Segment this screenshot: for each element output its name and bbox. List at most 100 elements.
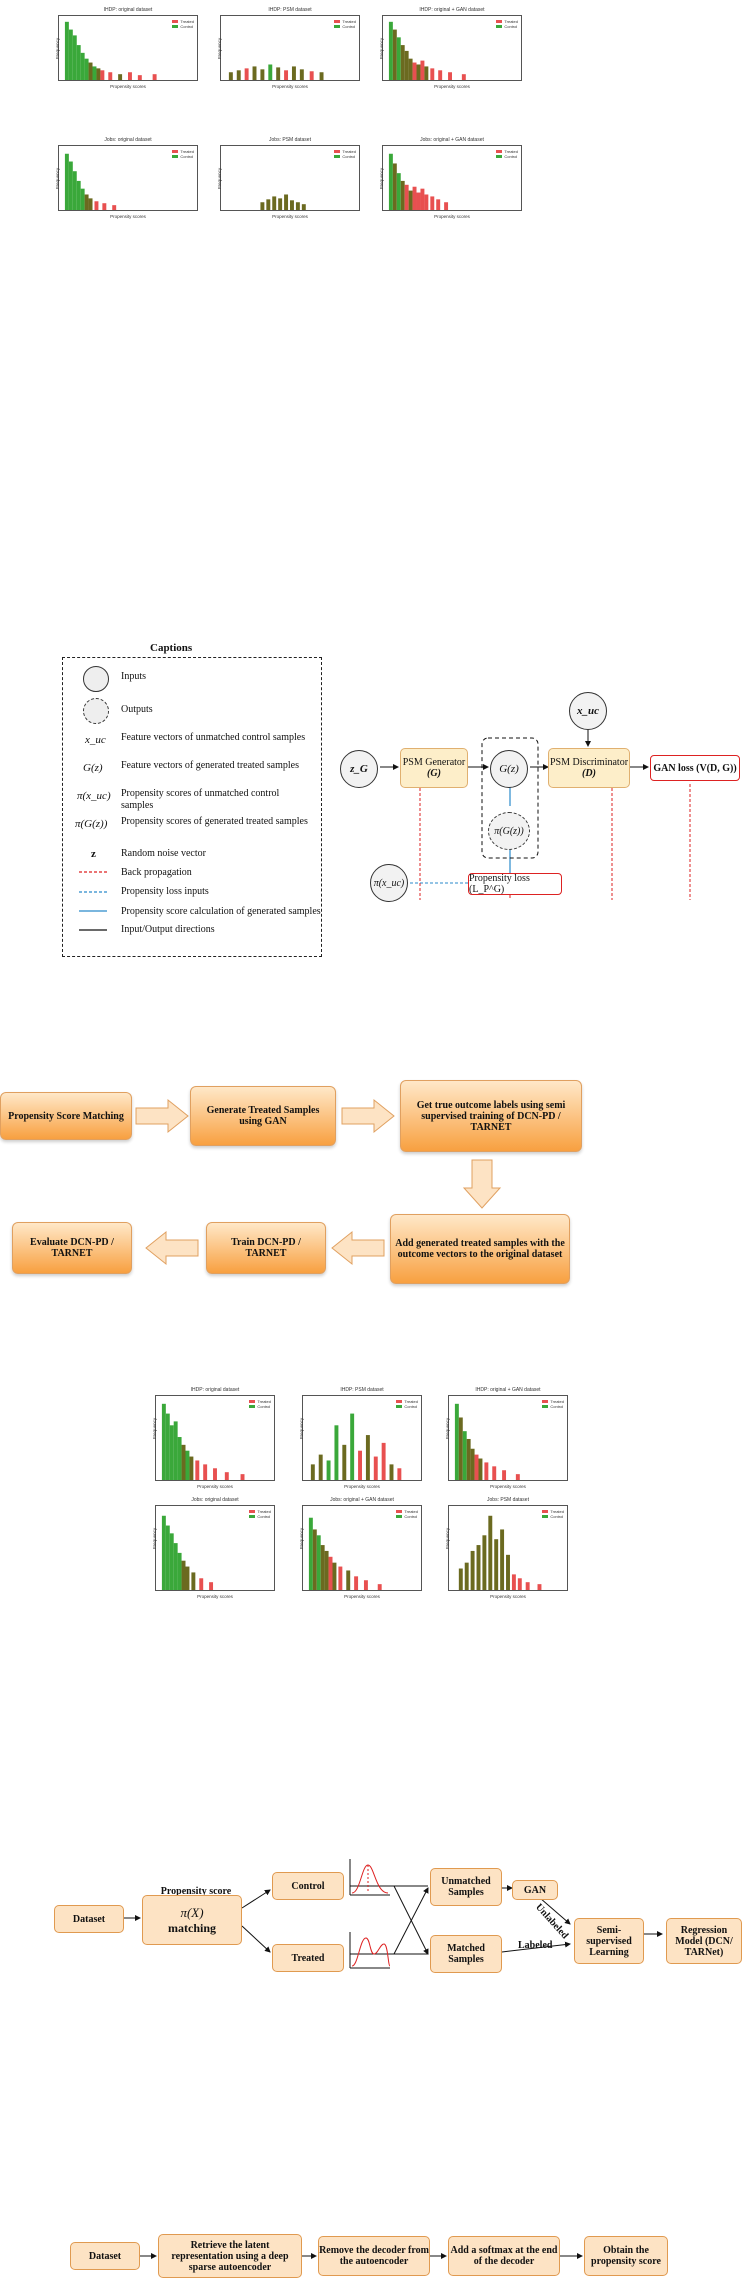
flow-step-gan: Generate Treated Samples using GAN xyxy=(190,1086,336,1146)
caption-text: Propensity scores of unmatched control s… xyxy=(121,788,280,811)
discriminator-symbol: (D) xyxy=(582,768,596,779)
caption-text: Input/Output directions xyxy=(121,924,215,935)
caption-text: Propensity score calculation of generate… xyxy=(121,906,321,917)
chart-title: IHDP: original + GAN dataset xyxy=(475,1387,541,1393)
caption-outputs: Outputs xyxy=(121,704,153,715)
histogram-bars xyxy=(308,1517,382,1590)
chart-legend: Treated Control xyxy=(249,1399,271,1409)
pipeline-control: Control xyxy=(272,1872,344,1900)
histogram-bars xyxy=(161,1515,214,1590)
xuc-node: x_uc xyxy=(569,692,607,730)
generator-symbol: (G) xyxy=(427,768,441,779)
captions-box: Inputs Outputs x_uc Feature vectors of u… xyxy=(62,657,322,957)
histogram-bars xyxy=(64,21,157,80)
hist-chart: IHDP: original + GAN dataset Frequency P… xyxy=(379,7,522,89)
flow-arrow-down-icon xyxy=(462,1159,502,1209)
hist-chart: Jobs: original + GAN dataset Frequency P… xyxy=(379,137,522,219)
pipeline-treated: Treated xyxy=(272,1944,344,1972)
histogram-bars xyxy=(388,153,449,210)
outputs-circle-icon xyxy=(83,698,109,724)
caption-text: Random noise vector xyxy=(121,848,206,859)
caption-text: Feature vectors of generated treated sam… xyxy=(121,760,299,771)
caption-text: Propensity scores of generated treated s… xyxy=(121,816,308,827)
histogram-bars xyxy=(260,194,306,210)
chart-title: IHDP: original + GAN dataset xyxy=(419,7,485,13)
caption-sym: x_uc xyxy=(85,734,106,746)
pipeline-regression: Regression Model (DCN/ TARNet) xyxy=(666,1918,742,1964)
x-axis-label: Propensity scores xyxy=(490,1484,526,1489)
flow-step-evaluate: Evaluate DCN-PD / TARNET xyxy=(12,1222,132,1274)
histogram-bars xyxy=(454,1403,520,1480)
flow-step-add-samples: Add generated treated samples with the o… xyxy=(390,1214,570,1284)
caption-text: Feature vectors of unmatched control sam… xyxy=(121,732,306,743)
pipeline-dataset: Dataset xyxy=(54,1905,124,1933)
pipeline-semi-supervised: Semi-supervised Learning xyxy=(574,1918,644,1964)
chart-title: IHDP: PSM dataset xyxy=(268,7,312,13)
flow-arrow-right-icon xyxy=(341,1098,395,1134)
hist-chart: Jobs: original dataset Frequency Propens… xyxy=(55,137,198,219)
control-distribution-icon xyxy=(349,1859,390,1896)
pipeline-gan: GAN xyxy=(512,1880,558,1900)
chart-legend: Treated Control xyxy=(172,19,194,29)
chart-legend: Treated Control xyxy=(542,1399,564,1409)
caption-text: Back propagation xyxy=(121,867,192,878)
ps-label: Propensity score xyxy=(160,1886,232,1897)
chart-legend: Treated Control xyxy=(334,149,356,159)
flow-step-semi-supervised: Get true outcome labels using semi super… xyxy=(400,1080,582,1152)
psm-generator-box: PSM Generator (G) xyxy=(400,748,468,788)
pipeline-connectors xyxy=(124,1885,663,1955)
gan-loss-box: GAN loss (V(D, G)) xyxy=(650,755,740,781)
gz-node: G(z) xyxy=(490,750,528,788)
ps-symbol: π(X) xyxy=(180,1904,204,1920)
encoder-dataset: Dataset xyxy=(70,2242,140,2270)
chart-legend: Treated Control xyxy=(249,1509,271,1519)
hist-chart: Jobs: original dataset Frequency Propens… xyxy=(152,1497,275,1599)
chart-legend: Treated Control xyxy=(496,149,518,159)
generator-label: PSM Generator xyxy=(402,757,466,768)
chart-title: Jobs: PSM dataset xyxy=(269,137,311,143)
x-axis-label: Propensity scores xyxy=(434,214,470,219)
chart-title: Jobs: original + GAN dataset xyxy=(420,137,484,143)
histogram-bars xyxy=(64,153,117,210)
chart-legend: Treated Control xyxy=(542,1509,564,1519)
hist-chart: Jobs: PSM dataset Frequency Propensity s… xyxy=(445,1497,568,1599)
x-axis-label: Propensity scores xyxy=(272,214,308,219)
encoder-add-softmax: Add a softmax at the end of the decoder xyxy=(448,2236,560,2276)
chart-legend: Treated Control xyxy=(396,1509,418,1519)
pipeline-matched: Matched Samples xyxy=(430,1935,502,1973)
x-axis-label: Propensity scores xyxy=(197,1594,233,1599)
hist-chart: IHDP: PSM dataset Frequency Propensity s… xyxy=(217,7,360,89)
zg-node: z_G xyxy=(340,750,378,788)
captions-title: Captions xyxy=(150,642,193,654)
encoder-obtain-ps: Obtain the propensity score xyxy=(584,2236,668,2276)
chart-title: IHDP: original dataset xyxy=(190,1387,240,1393)
histogram-bars xyxy=(458,1515,542,1590)
x-axis-label: Propensity scores xyxy=(434,84,470,89)
x-axis-label: Propensity scores xyxy=(344,1594,380,1599)
chart-title: Jobs: original + GAN dataset xyxy=(330,1497,394,1503)
pipeline-unmatched: Unmatched Samples xyxy=(430,1868,502,1906)
x-axis-label: Propensity scores xyxy=(110,84,146,89)
flow-arrow-right-icon xyxy=(135,1098,189,1134)
inputs-circle-icon xyxy=(83,666,109,692)
chart-title: Jobs: original dataset xyxy=(104,137,152,143)
matching-label: matching xyxy=(168,1920,216,1935)
treated-distribution-icon xyxy=(349,1932,391,1969)
chart-legend: Treated Control xyxy=(334,19,356,29)
discriminator-label: PSM Discriminator xyxy=(549,757,629,768)
x-axis-label: Propensity scores xyxy=(272,84,308,89)
chart-title: IHDP: original dataset xyxy=(103,7,153,13)
hist-chart: IHDP: original dataset Frequency Propens… xyxy=(152,1387,275,1489)
psm-discriminator-box: PSM Discriminator (D) xyxy=(548,748,630,788)
chart-legend: Treated Control xyxy=(172,149,194,159)
hist-chart: Jobs: original + GAN dataset Frequency P… xyxy=(299,1497,422,1599)
histogram-bars xyxy=(228,64,324,80)
flow-arrow-left-icon xyxy=(331,1230,385,1266)
x-axis-label: Propensity scores xyxy=(344,1484,380,1489)
histogram-bars xyxy=(310,1413,402,1480)
pipeline-ps-matching: π(X) matching xyxy=(142,1895,242,1945)
hist-chart: IHDP: original dataset Frequency Propens… xyxy=(55,7,198,89)
chart-title: IHDP: PSM dataset xyxy=(340,1387,384,1393)
x-axis-label: Propensity scores xyxy=(490,1594,526,1599)
encoder-flow-connectors xyxy=(140,2253,583,2259)
